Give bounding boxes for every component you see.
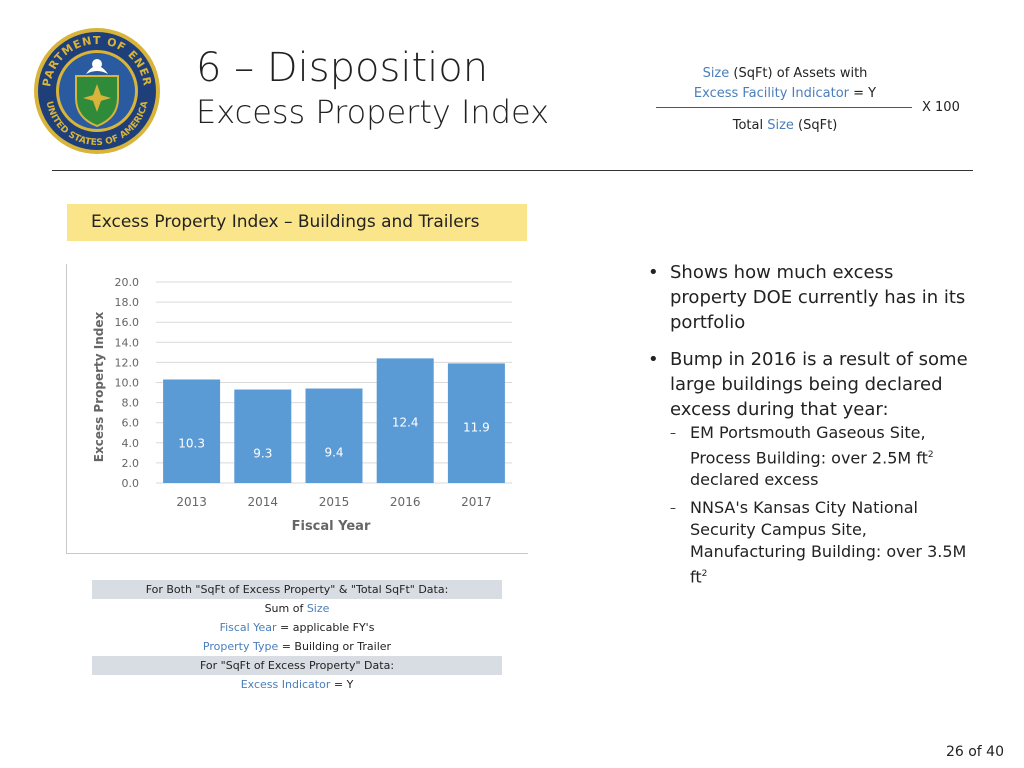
page-title: 6 – Disposition	[196, 45, 489, 91]
formula-denominator: Total Size (SqFt)	[650, 118, 920, 133]
y-tick-label: 16.0	[115, 316, 140, 329]
y-tick-label: 4.0	[122, 437, 140, 450]
filter-text: = Building or Trailer	[278, 640, 392, 653]
bullet-item-bump-2016: Bump in 2016 is a result of some large b…	[646, 347, 976, 589]
y-tick-label: 0.0	[122, 477, 140, 490]
y-axis-tick-labels: 0.0 2.0 4.0 6.0 8.0 10.0 12.0 14.0 16.0 18.0 20.0	[115, 276, 140, 490]
superscript: 2	[927, 450, 934, 460]
filter-row-excess-indicator: Excess Indicator = Y	[92, 675, 502, 694]
bar-data-label: 9.3	[253, 447, 272, 461]
bar-data-label: 10.3	[178, 436, 205, 450]
formula-excess-indicator-term: Excess Facility Indicator	[693, 86, 849, 101]
bullet-list: Shows how much excess property DOE curre…	[646, 260, 976, 601]
filter-row-property-type: Property Type = Building or Trailer	[92, 637, 502, 656]
y-tick-label: 10.0	[115, 377, 140, 390]
filter-criteria-table: For Both "SqFt of Excess Property" & "To…	[92, 580, 502, 694]
page-subtitle: Excess Property Index	[196, 93, 550, 131]
formula-numerator-line1: Size (SqFt) of Assets with	[650, 66, 920, 81]
filter-field-property-type: Property Type	[202, 640, 279, 653]
formula-size-term: Size	[702, 66, 730, 81]
x-axis-tick-labels: 2013 2014 2015 2016 2017	[176, 495, 491, 509]
sub-bullet-text-end: declared excess	[690, 470, 819, 490]
y-tick-label: 14.0	[115, 336, 140, 349]
sub-bullet-kansas-city: NNSA's Kansas City National Security Cam…	[670, 497, 976, 588]
formula-numerator-line2: Excess Facility Indicator = Y	[650, 86, 920, 101]
doe-seal: DEPARTMENT OF ENERGY UNITED STATES OF AM…	[27, 16, 162, 156]
excess-property-index-chart: 0.02.04.06.08.010.012.014.016.018.020.0 …	[92, 276, 512, 534]
bar-2016	[376, 358, 434, 483]
filter-row-header-excess: For "SqFt of Excess Property" Data:	[92, 656, 502, 675]
y-tick-label: 2.0	[122, 457, 140, 470]
bar-2013	[163, 379, 221, 483]
formula-denominator-suffix: (SqFt)	[793, 118, 838, 133]
filter-field-size: Size	[306, 602, 330, 615]
y-tick-label: 8.0	[122, 397, 140, 410]
sub-bullet-portsmouth: EM Portsmouth Gaseous Site, Process Buil…	[670, 422, 976, 491]
x-axis-label: Fiscal Year	[292, 519, 371, 534]
header-divider	[52, 170, 973, 171]
filter-row-header-both: For Both "SqFt of Excess Property" & "To…	[92, 580, 502, 599]
y-axis-label: Excess Property Index	[92, 312, 106, 463]
x-tick-label: 2016	[390, 495, 421, 509]
bar-data-label: 11.9	[463, 420, 490, 434]
filter-field-fiscal-year: Fiscal Year	[219, 621, 277, 634]
chart-bars: 10.3 9.3 9.4 12.4 11.9	[163, 358, 505, 483]
superscript: 2	[701, 569, 708, 580]
bar-2017	[447, 363, 505, 483]
sub-bullet-text: EM Portsmouth Gaseous Site, Process Buil…	[690, 423, 928, 468]
index-formula: Size (SqFt) of Assets with Excess Facili…	[650, 62, 980, 142]
formula-multiplier: X 100	[922, 100, 960, 115]
x-tick-label: 2013	[176, 495, 207, 509]
formula-fraction-bar	[656, 107, 912, 108]
x-tick-label: 2014	[248, 495, 279, 509]
chart-section-banner: Excess Property Index – Buildings and Tr…	[67, 204, 527, 241]
bullet-text: Shows how much excess property DOE curre…	[670, 262, 966, 333]
bullet-text: Bump in 2016 is a result of some large b…	[670, 349, 968, 420]
y-tick-label: 20.0	[115, 276, 140, 289]
filter-text: = applicable FY's	[276, 621, 375, 634]
chart-panel: 0.0 2.0 4.0 6.0 8.0 10.0 12.0 14.0 16.0 18.0 20.0 …	[66, 264, 528, 554]
formula-denominator-prefix: Total	[732, 118, 768, 133]
filter-row-fiscal-year: Fiscal Year = applicable FY's	[92, 618, 502, 637]
filter-field-excess-indicator: Excess Indicator	[240, 678, 331, 691]
bar-2014	[234, 389, 292, 483]
sub-bullet-text: NNSA's Kansas City National Security Cam…	[690, 498, 967, 587]
bar-2015	[305, 388, 363, 483]
y-tick-label: 6.0	[122, 417, 140, 430]
filter-text: = Y	[330, 678, 354, 691]
bar-data-label: 9.4	[324, 446, 343, 460]
x-tick-label: 2015	[319, 495, 350, 509]
y-tick-label: 18.0	[115, 296, 140, 309]
filter-row-sum: Sum of Size	[92, 599, 502, 618]
bullet-item-portfolio: Shows how much excess property DOE curre…	[646, 260, 976, 335]
x-tick-label: 2017	[461, 495, 492, 509]
formula-numerator-line1-text: (SqFt) of Assets with	[729, 66, 868, 81]
formula-denominator-size-term: Size	[767, 118, 794, 133]
bar-data-label: 12.4	[392, 415, 419, 429]
page-number: 26 of 40	[945, 744, 1004, 760]
formula-numerator-line2-text: = Y	[849, 86, 877, 101]
filter-text: Sum of	[264, 602, 307, 615]
doe-seal-icon: DEPARTMENT OF ENERGY UNITED STATES OF AM…	[27, 16, 160, 154]
y-tick-label: 12.0	[115, 356, 140, 369]
